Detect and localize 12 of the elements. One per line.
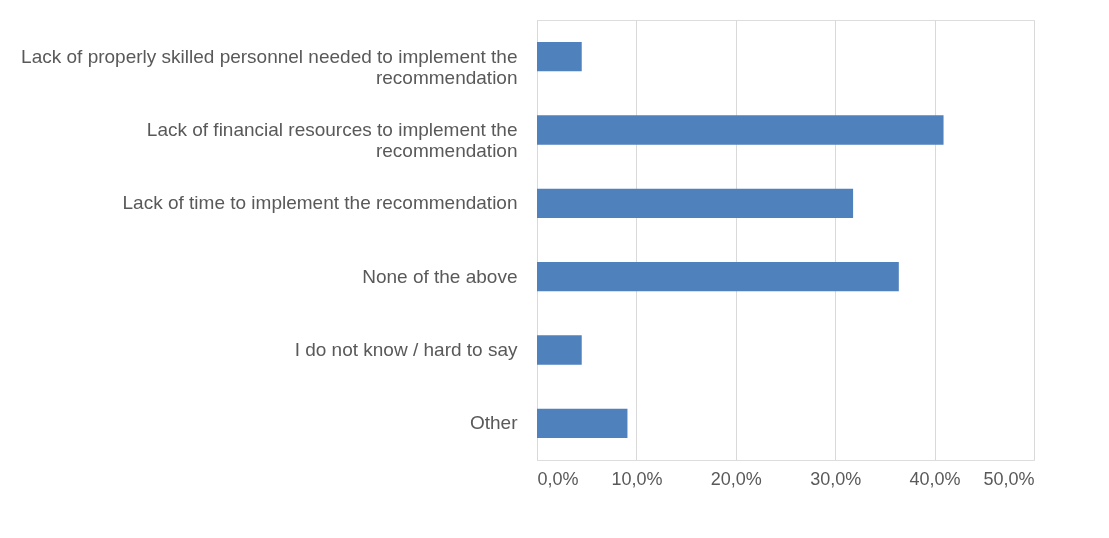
y-tick-label: Lack of properly skilled personnel needed to implement the recommendation — [21, 45, 518, 88]
x-tick-label: 0,0% — [537, 468, 579, 489]
y-tick-label: Other — [469, 412, 519, 434]
y-tick-label: None of the above — [362, 265, 518, 287]
x-tick-label: 50,0% — [983, 468, 1035, 489]
x-tick-label: 40,0% — [909, 468, 961, 489]
y-tick-label: I do not know / hard to say — [294, 339, 518, 360]
x-tick-label: 20,0% — [710, 468, 762, 489]
y-tick-label: Lack of time to implement the recommendation — [122, 192, 518, 214]
x-tick-label: 30,0% — [810, 468, 862, 489]
x-tick-label: 10,0% — [611, 468, 663, 489]
y-tick-label: Lack of financial resources to implement the recommendation — [146, 119, 518, 161]
